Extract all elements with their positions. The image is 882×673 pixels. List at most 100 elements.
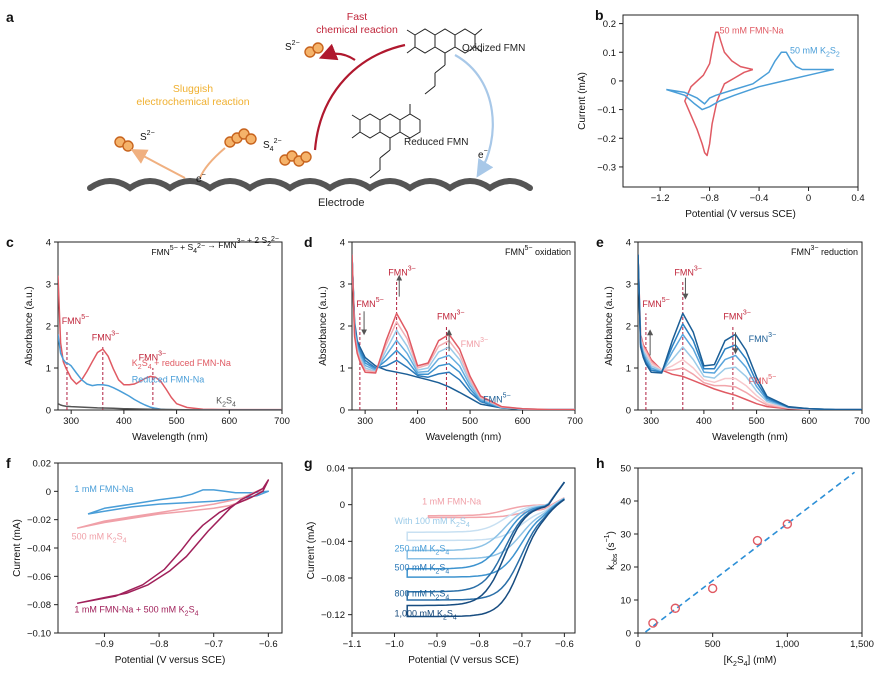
electron-label-right: e− xyxy=(478,148,488,161)
x-tick-label: −0.6 xyxy=(259,639,278,650)
x-axis-label: [K2S4] (mM) xyxy=(724,655,777,668)
axes-frame xyxy=(637,467,863,634)
s4-cluster-left xyxy=(224,128,257,148)
s2-label-top: S2− xyxy=(285,40,300,53)
y-tick-label: 0.1 xyxy=(603,48,616,59)
series-annotation: FMN3− xyxy=(388,266,415,278)
data-point xyxy=(752,535,763,546)
y-tick-label: 0.2 xyxy=(603,19,616,30)
fast-label-line2: chemical reaction xyxy=(316,24,398,36)
panel-f-chart: f −0.9 −0.8 −0.7 −0.6 −0.10 −0.08 −0.06 −0.04 −0.… xyxy=(6,455,283,666)
oxidized-fmn-structure-icon xyxy=(406,28,483,95)
s2-label-left: S2− xyxy=(140,130,155,143)
panel-b-chart: b −1.2 −0.8 −0.4 0 0.4 −0.3 −0.2 −0.1 0 0.1 0.2 Pote… xyxy=(577,7,865,220)
y-axis-label: Absorbance (a.u.) xyxy=(318,286,329,366)
series-annotation: FMN5− xyxy=(356,297,383,309)
panel-letter-d: d xyxy=(304,234,313,250)
x-tick-label: −0.8 xyxy=(150,639,169,650)
y-tick-label: 4 xyxy=(340,238,345,249)
y-tick-label: −0.04 xyxy=(321,537,345,548)
series-annotation: 50 mM K2S2 xyxy=(790,46,840,59)
y-axis-label: Current (mA) xyxy=(12,519,23,577)
cv-curve-100-mm-k2s4 xyxy=(406,481,566,542)
y-tick-label: −0.02 xyxy=(27,515,51,526)
y-tick-label: 4 xyxy=(46,238,51,249)
series-annotation: FMN3− xyxy=(749,332,776,344)
y-axis-label: Current (mA) xyxy=(577,72,588,130)
x-tick-label: 400 xyxy=(116,416,132,427)
x-tick-label: 500 xyxy=(462,416,478,427)
series-annotation: With 100 mM K2S4 xyxy=(394,516,469,529)
y-axis-label: kobs (s−1) xyxy=(604,531,619,570)
x-tick-label: 1,000 xyxy=(775,639,799,650)
series-line-t7 xyxy=(638,254,862,410)
series-annotation: 1,000 mM K2S4 xyxy=(394,609,456,622)
plot-area xyxy=(638,254,862,410)
series-line-t3 xyxy=(638,254,862,410)
reduced-fmn-structure-icon xyxy=(351,104,421,179)
data-point xyxy=(648,618,658,628)
y-axis-label: Absorbance (a.u.) xyxy=(24,286,35,366)
series-line-t7 xyxy=(352,254,575,410)
sluggish-arrow-down xyxy=(199,147,226,179)
x-tick-label: 300 xyxy=(357,416,373,427)
electrode-surface xyxy=(87,178,533,192)
y-tick-label: 1 xyxy=(626,364,631,375)
x-tick-label: −0.8 xyxy=(700,193,719,204)
linear-fit-line xyxy=(644,471,856,633)
s4-label: S42− xyxy=(263,138,282,153)
y-tick-label: −0.08 xyxy=(321,574,345,585)
x-tick-label: 300 xyxy=(63,416,79,427)
series-annotation: K2S4 + reduced FMN-Na xyxy=(132,358,231,371)
series-annotation: K2S4 xyxy=(216,395,236,408)
series-annotation: 800 mM K2S4 xyxy=(394,588,449,601)
y-tick-label: −0.1 xyxy=(597,105,616,116)
y-tick-label: 0 xyxy=(611,76,616,87)
panel-g-chart: g −1.1 −1.0 −0.9 −0.8 −0.7 −0.6 −0.12 −0.08 −0.04… xyxy=(304,455,576,666)
data-point xyxy=(670,603,681,613)
y-tick-label: 2 xyxy=(340,322,345,333)
x-tick-label: 700 xyxy=(274,416,290,427)
series-annotation: FMN5− xyxy=(749,374,776,386)
x-tick-label: 0 xyxy=(635,639,640,650)
y-tick-label: 0 xyxy=(626,629,631,640)
x-tick-label: 600 xyxy=(801,416,817,427)
panel-e-chart: e 300 400 500 600 700 0 1 2 3 4 Wavelength (nm) Abso… xyxy=(596,234,870,443)
plot-area xyxy=(406,481,566,618)
oxidized-fmn-label: Oxidized FMN xyxy=(462,43,525,54)
x-axis-label: Wavelength (nm) xyxy=(426,432,502,443)
y-tick-label: −0.10 xyxy=(27,629,51,640)
series-annotation: 1 mM FMN-Na xyxy=(74,484,133,494)
s2-cluster-left xyxy=(114,136,134,152)
x-tick-label: 500 xyxy=(749,416,765,427)
x-axis-label: Wavelength (nm) xyxy=(132,432,208,443)
x-tick-label: 500 xyxy=(705,639,721,650)
y-tick-label: 0 xyxy=(340,406,345,417)
panel-a-schematic: a Electrode Sluggish electrochemical rea… xyxy=(6,9,533,209)
x-tick-label: 400 xyxy=(410,416,426,427)
x-tick-label: −0.9 xyxy=(428,639,447,650)
plot-area xyxy=(76,479,270,605)
x-tick-label: −0.6 xyxy=(555,639,574,650)
series-line-t6 xyxy=(638,254,862,410)
x-tick-label: 0.4 xyxy=(851,193,864,204)
chart-panels: b−1.2 −0.8 −0.4 0 0.4−0.3−0.2−0.100.10.2Pote… xyxy=(6,7,874,668)
panel-letter-f: f xyxy=(6,455,11,471)
series-annotation: FMN3− xyxy=(674,266,701,278)
panel-c-chart: c 300 400 500 600 700 0 1 2 3 4 Wavelength (nm) Abso… xyxy=(6,234,290,443)
series-line-t4 xyxy=(352,254,575,410)
series-line-50-mm-k2s2 xyxy=(666,51,835,111)
series-line-t2 xyxy=(352,254,575,410)
series-annotation: 50 mM FMN-Na xyxy=(719,26,783,36)
x-tick-label: −0.7 xyxy=(513,639,532,650)
sluggish-label-line2: electrochemical reaction xyxy=(136,96,249,108)
y-tick-label: 0.04 xyxy=(327,464,346,475)
y-tick-label: 1 xyxy=(46,364,51,375)
y-tick-label: 0.02 xyxy=(33,459,52,470)
plot-area xyxy=(352,254,575,410)
y-tick-label: 10 xyxy=(620,596,631,607)
series-annotation: FMN5− xyxy=(642,297,669,309)
series-annotation: FMN3− xyxy=(92,331,119,343)
series-annotation: 1 mM FMN-Na xyxy=(422,497,481,507)
